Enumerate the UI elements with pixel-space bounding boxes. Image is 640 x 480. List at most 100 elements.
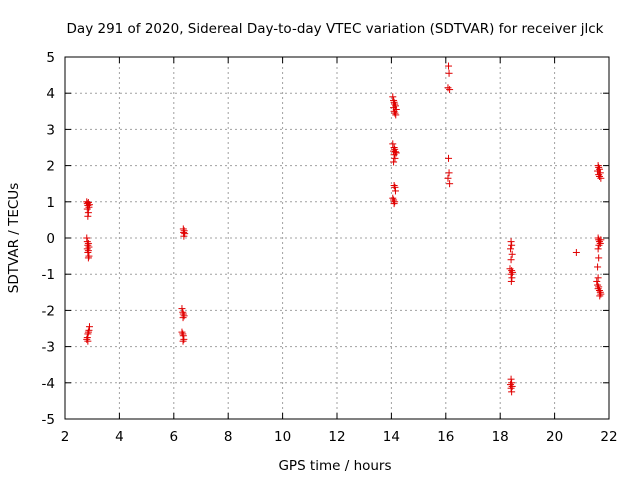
y-axis-label: SDTVAR / TECUs [6, 183, 22, 293]
chart-title: Day 291 of 2020, Sidereal Day-to-day VTE… [67, 21, 604, 37]
data-point [85, 243, 93, 251]
data-point [597, 174, 605, 182]
data-point [85, 326, 93, 334]
data-point [506, 265, 514, 273]
data-point [390, 96, 398, 104]
data-point [179, 314, 187, 322]
data-point [446, 180, 454, 188]
data-point [595, 163, 603, 171]
data-point [507, 270, 515, 278]
x-tick-label: 10 [274, 429, 291, 445]
data-point [390, 196, 398, 204]
data-point [596, 239, 604, 247]
data-point [508, 379, 516, 387]
data-point [391, 148, 399, 156]
x-tick-label: 6 [170, 429, 179, 445]
data-point [84, 212, 92, 220]
data-point [180, 232, 188, 240]
x-tick-label: 2 [61, 429, 70, 445]
data-point [84, 239, 92, 247]
data-point [445, 169, 453, 177]
data-point [507, 245, 515, 253]
x-tick-label: 4 [115, 429, 124, 445]
data-point [508, 274, 516, 282]
data-point [390, 151, 398, 159]
data-point [84, 209, 92, 217]
data-point [507, 375, 515, 383]
x-tick-label: 18 [492, 429, 509, 445]
data-point [593, 277, 601, 285]
data-point [389, 93, 397, 101]
data-point [595, 172, 603, 180]
data-point [391, 187, 399, 195]
data-point [180, 312, 188, 320]
data-point [84, 241, 92, 249]
data-point [178, 328, 186, 336]
data-point [391, 183, 399, 191]
y-tick-label: -2 [42, 303, 55, 319]
x-tick-label: 22 [600, 429, 617, 445]
data-point [507, 384, 515, 392]
x-tick-label: 16 [437, 429, 454, 445]
data-point [392, 111, 400, 119]
data-point [595, 254, 603, 262]
data-point [572, 248, 580, 256]
y-tick-label: -1 [42, 267, 55, 283]
y-tick-label: 0 [46, 231, 55, 247]
data-point [390, 98, 398, 106]
data-point [596, 292, 604, 300]
data-point [595, 238, 603, 246]
data-point [391, 109, 399, 117]
y-tick-label: -5 [42, 412, 55, 428]
data-point [390, 158, 398, 166]
y-tick-label: 5 [46, 50, 55, 66]
data-point [445, 154, 453, 162]
data-point [508, 382, 516, 390]
data-point [85, 201, 93, 209]
data-point [597, 236, 605, 244]
data-point [180, 335, 188, 343]
data-point [83, 205, 91, 213]
y-tick-label: 2 [46, 159, 55, 175]
data-point [85, 323, 93, 331]
data-point [445, 69, 453, 77]
data-point [596, 288, 604, 296]
y-tick-label: 4 [46, 86, 55, 102]
data-point [83, 334, 91, 342]
data-point [391, 198, 399, 206]
data-point [83, 234, 91, 242]
x-tick-label: 14 [383, 429, 400, 445]
data-point [84, 254, 92, 262]
data-point [391, 100, 399, 108]
data-point [595, 241, 603, 249]
y-tick-label: -3 [42, 340, 55, 356]
data-point [83, 245, 91, 253]
data-point [594, 274, 602, 282]
data-point [508, 388, 516, 396]
data-points [83, 62, 605, 396]
data-point [507, 256, 515, 264]
data-point [83, 238, 91, 246]
data-point [85, 252, 93, 260]
data-point [507, 238, 515, 246]
data-point [389, 140, 397, 148]
x-tick-label: 8 [224, 429, 233, 445]
data-point [390, 144, 398, 151]
data-point [84, 248, 92, 256]
data-point [508, 267, 516, 275]
data-point [507, 381, 515, 389]
data-point [594, 281, 602, 289]
data-point [508, 268, 516, 276]
data-point [594, 285, 602, 293]
data-point [594, 162, 602, 170]
data-point [595, 283, 603, 291]
data-point [390, 107, 398, 115]
data-point [446, 86, 454, 94]
data-point [178, 305, 186, 313]
data-point [179, 330, 187, 338]
data-point [389, 194, 397, 202]
plot-frame [64, 56, 610, 420]
